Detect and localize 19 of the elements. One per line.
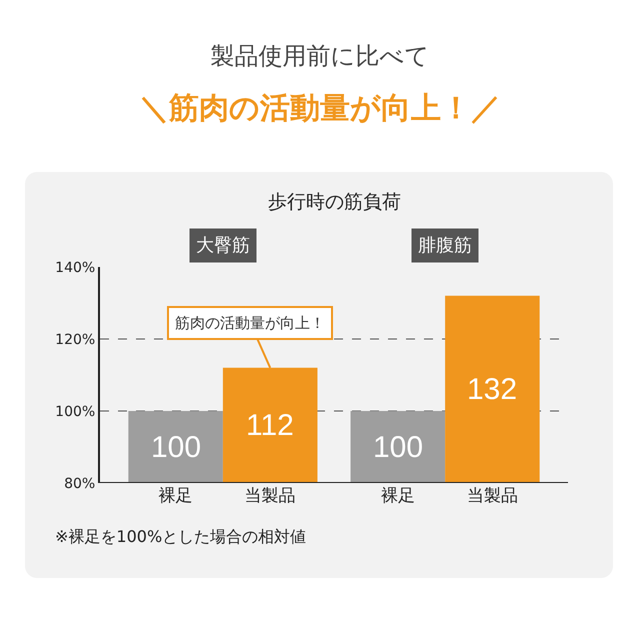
- x-tick-label: 当製品: [244, 486, 296, 506]
- data-label: 132: [467, 373, 518, 406]
- x-tick-label: 裸足: [158, 486, 193, 506]
- data-label: 100: [373, 431, 424, 464]
- data-label: 100: [151, 431, 202, 464]
- y-tick-label: 100%: [55, 404, 96, 420]
- y-tick-label: 120%: [55, 332, 96, 348]
- text: 大臀筋: [196, 235, 250, 256]
- text: 腓腹筋: [418, 235, 472, 256]
- y-tick-label: 140%: [55, 260, 96, 276]
- x-tick-label: 当製品: [466, 486, 518, 506]
- text: 歩行時の筋負荷: [268, 191, 401, 213]
- y-tick-label: 80%: [64, 476, 96, 492]
- x-tick-label: 裸足: [380, 486, 415, 506]
- chart-title: 製品使用前に比べて: [210, 41, 430, 72]
- annotation: 筋肉の活動量が向上！: [175, 314, 325, 332]
- chart-subtitle: ＼筋肉の活動量が向上！／: [138, 90, 502, 128]
- data-label: 112: [246, 409, 294, 442]
- text: ※裸足を100%とした場合の相対値: [55, 527, 306, 546]
